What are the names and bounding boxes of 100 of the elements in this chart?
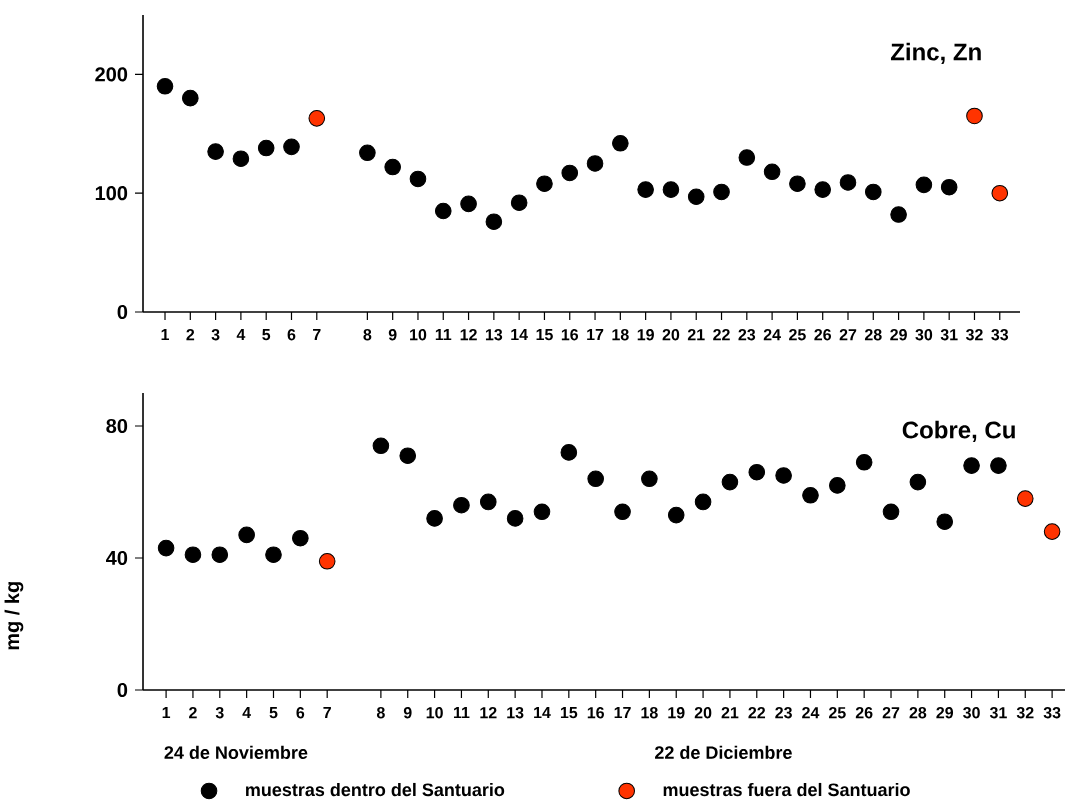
x-tick-label: 33 (1043, 707, 1061, 719)
point (991, 184, 1009, 202)
point (687, 188, 705, 206)
point (292, 529, 309, 547)
x-tick-label: 22 (748, 707, 766, 719)
x-tick-label: 17 (614, 707, 631, 719)
point (384, 158, 401, 176)
x-tick-label: 6 (296, 707, 305, 719)
point (485, 213, 503, 230)
point (612, 134, 629, 152)
point (510, 194, 528, 211)
x-tick-label: 7 (313, 329, 321, 341)
point (738, 149, 756, 166)
point (426, 510, 443, 527)
text: Zinc, Zn (890, 42, 981, 64)
x-tick-label: 26 (814, 329, 832, 341)
x-tick-label: 5 (262, 329, 271, 341)
x-tick-label: 28 (864, 329, 882, 341)
point (966, 107, 983, 125)
point (409, 170, 427, 188)
x-tick-label: 32 (1016, 707, 1034, 719)
x-tick-label: 20 (694, 707, 712, 719)
x-tick-label: 13 (485, 329, 503, 341)
point (318, 552, 336, 570)
point (763, 163, 781, 181)
point (560, 444, 578, 461)
point (586, 155, 604, 172)
x-tick-label: 25 (789, 329, 806, 341)
x-tick-label: 24 (763, 329, 781, 341)
x-tick-label: 14 (534, 707, 551, 719)
point (614, 503, 631, 521)
x-tick-label: 4 (236, 329, 246, 341)
x-tick-label: 8 (376, 707, 385, 719)
point (936, 513, 954, 530)
point (157, 539, 175, 557)
x-tick-label: 27 (882, 707, 900, 719)
point (156, 77, 174, 95)
x-tick-label: 11 (453, 707, 470, 719)
x-tick-label: 25 (828, 707, 846, 719)
point (748, 463, 766, 481)
point (802, 487, 819, 504)
x-tick-label: 31 (989, 707, 1007, 719)
point (855, 453, 873, 471)
x-tick-label: 30 (915, 329, 933, 341)
point (990, 457, 1007, 474)
x-tick-label: 3 (211, 329, 220, 341)
y-tick-label: 0 (117, 682, 128, 698)
point (909, 473, 927, 491)
x-tick-label: 7 (323, 707, 331, 719)
legend-label: muestras dentro del Santuario (246, 782, 505, 797)
point (207, 143, 224, 160)
x-tick-label: 21 (721, 707, 739, 719)
point (211, 546, 229, 563)
x-tick-label: 32 (965, 329, 983, 341)
x-tick-label: 9 (403, 707, 412, 719)
point (641, 470, 658, 488)
x-tick-label: 29 (936, 707, 954, 719)
x-tick-label: 6 (287, 329, 296, 341)
y-tick-label: 40 (106, 550, 128, 566)
point (662, 181, 680, 198)
y-tick-label: 80 (106, 418, 128, 434)
x-tick-label: 14 (511, 329, 528, 341)
x-tick-label: 24 (802, 707, 820, 719)
point (637, 181, 654, 198)
x-tick-label: 30 (963, 707, 980, 719)
x-tick-label: 2 (189, 707, 197, 719)
x-tick-label: 18 (641, 707, 658, 719)
point (453, 496, 470, 514)
point (283, 138, 300, 156)
point (359, 144, 376, 162)
point (829, 477, 846, 494)
text: 22 de Diciembre (655, 745, 792, 759)
point (561, 164, 579, 182)
point (182, 89, 199, 107)
y-tick-label: 0 (117, 304, 128, 320)
point (882, 503, 900, 521)
x-tick-label: 27 (839, 329, 857, 341)
x-tick-label: 21 (687, 329, 705, 341)
x-tick-label: 16 (561, 329, 579, 341)
x-tick-label: 20 (662, 329, 680, 341)
point (265, 546, 282, 563)
x-tick-label: 28 (909, 707, 927, 719)
x-tick-label: 12 (460, 329, 477, 341)
point (232, 150, 250, 168)
y-tick-label: 200 (95, 67, 128, 82)
x-tick-label: 1 (161, 329, 169, 341)
point (1016, 490, 1034, 507)
x-tick-label: 15 (560, 707, 578, 719)
x-tick-label: 12 (480, 707, 497, 719)
x-tick-label: 1 (162, 707, 171, 719)
legend-label: muestras fuera del Santuario (663, 782, 910, 797)
x-tick-label: 17 (587, 329, 604, 341)
point (257, 139, 275, 157)
x-tick-label: 19 (668, 707, 685, 719)
text: Cobre, Cu (902, 420, 1015, 442)
x-tick-label: 23 (738, 329, 756, 341)
y-axis-title: mg / kg (4, 582, 24, 650)
point (184, 546, 202, 563)
point (667, 506, 685, 524)
point (865, 183, 882, 201)
